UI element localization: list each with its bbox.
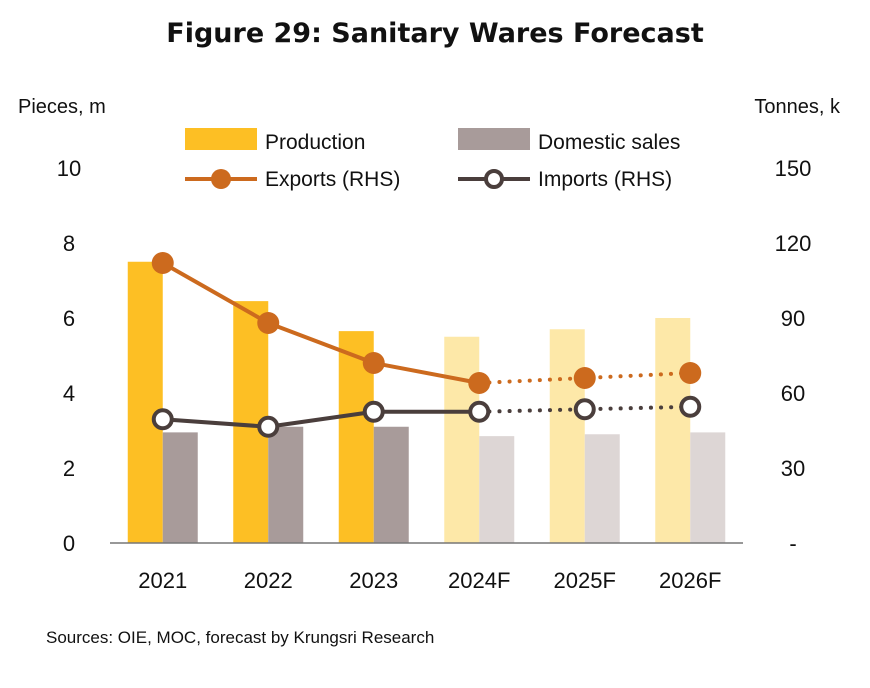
right-y-tick-label: 90 (781, 306, 805, 331)
x-tick-label: 2021 (138, 568, 187, 593)
right-y-tick-label: - (789, 531, 796, 556)
exports-rhs-point-2022 (257, 312, 280, 334)
imports-rhs-point-2022 (257, 415, 280, 438)
exports-rhs-point-2023 (362, 352, 385, 374)
right-axis-unit: Tonnes, k (754, 96, 840, 118)
imports-rhs-point-2025f (573, 398, 596, 421)
bar-production-2024f (444, 336, 480, 543)
bar-domestic-sales-2026f (690, 432, 726, 543)
legend-exports-rhs-label: Exports (RHS) (265, 168, 400, 191)
left-y-tick-label: 10 (57, 156, 81, 181)
right-y-tick-label: 150 (775, 156, 812, 181)
left-y-tick-label: 4 (63, 381, 75, 406)
bar-production-2021 (127, 261, 163, 543)
bar-domestic-sales-2024f (479, 436, 515, 543)
imports-rhs-point-2026f (679, 395, 702, 418)
axes-layer: 2021 2022 2023 2024F 2025F 2026F 0 2 4 6 8 10 - 30 60 9… (57, 156, 812, 593)
bar-production-2026f (655, 318, 691, 543)
legend-production-swatch (185, 128, 257, 150)
lines-layer (151, 252, 702, 438)
exports-rhs-point-2024f (468, 372, 491, 394)
right-y-tick-label: 30 (781, 456, 805, 481)
left-y-tick-label: 6 (63, 306, 75, 331)
imports-rhs-line-actual (162, 409, 480, 429)
left-y-tick-label: 2 (63, 456, 75, 481)
legend-domestic-sales-swatch (458, 128, 530, 150)
exports-rhs-line-actual (161, 261, 480, 385)
left-axis-unit: Pieces, m (18, 96, 106, 118)
legend: Production Domestic sales Exports (RHS) Imp… (185, 128, 680, 191)
exports-rhs-point-2026f (679, 362, 702, 384)
right-y-tick-label: 120 (775, 231, 812, 256)
legend-imports-rhs-marker (484, 169, 504, 189)
bar-domestic-sales-2022 (268, 426, 304, 543)
imports-rhs-point-2024f (468, 400, 491, 423)
x-tick-label: 2024F (448, 568, 510, 593)
imports-rhs-point-2021 (151, 408, 174, 431)
x-tick-label: 2025F (554, 568, 616, 593)
bars-layer (127, 261, 726, 543)
legend-domestic-sales-label: Domestic sales (538, 131, 680, 154)
source-note: Sources: OIE, MOC, forecast by Krungsri … (46, 628, 435, 647)
x-tick-label: 2026F (659, 568, 721, 593)
left-y-tick-label: 8 (63, 231, 75, 256)
bar-domestic-sales-2023 (373, 426, 409, 543)
bar-domestic-sales-2021 (162, 432, 198, 543)
chart-title: Figure 29: Sanitary Wares Forecast (166, 18, 704, 49)
imports-rhs-point-2023 (362, 400, 385, 423)
bar-production-2025f (549, 329, 585, 543)
x-tick-label: 2022 (244, 568, 293, 593)
legend-imports-rhs-label: Imports (RHS) (538, 168, 672, 191)
exports-rhs-point-2025f (573, 367, 596, 389)
legend-production-label: Production (265, 131, 365, 154)
exports-rhs-point-2021 (151, 252, 174, 274)
left-y-tick-label: 0 (63, 531, 75, 556)
x-tick-label: 2023 (349, 568, 398, 593)
right-y-tick-label: 60 (781, 381, 805, 406)
legend-exports-rhs-marker (211, 169, 231, 189)
bar-domestic-sales-2025f (584, 434, 620, 543)
